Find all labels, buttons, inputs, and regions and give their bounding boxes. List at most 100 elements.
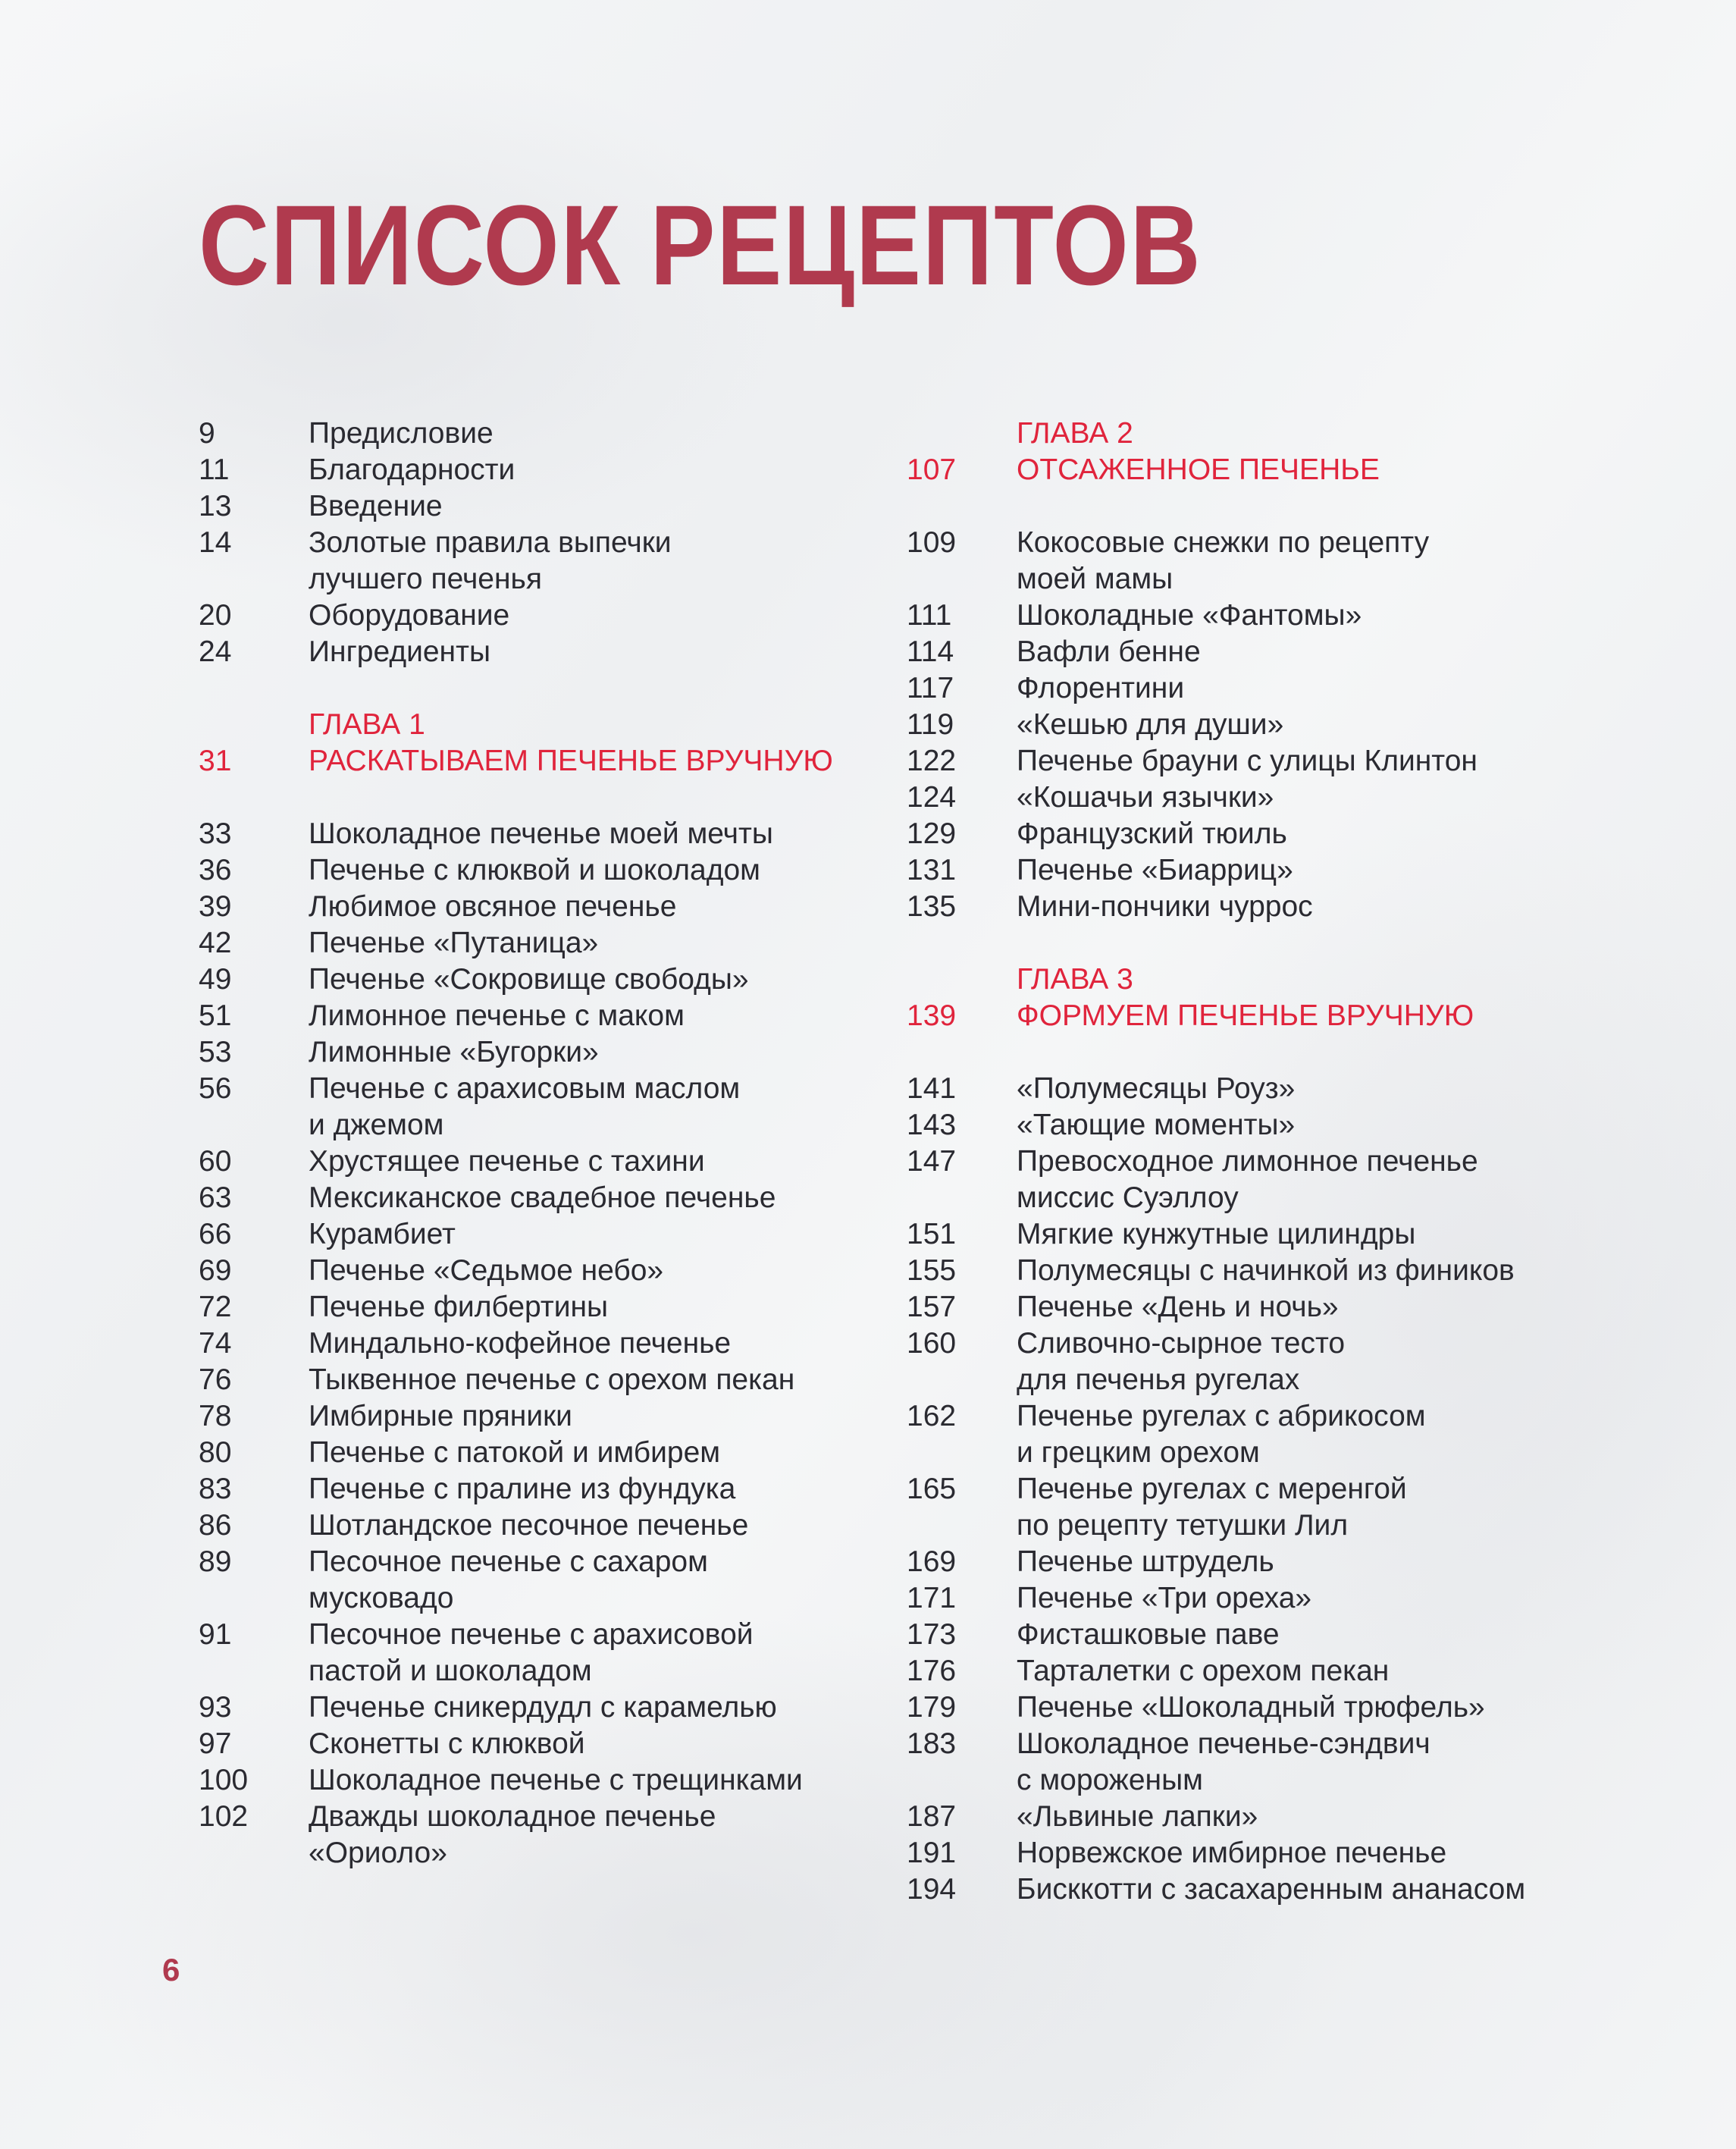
page-number-ref: 147 (907, 1145, 957, 1178)
entry-title: Мини-пончики чуррос (1017, 890, 1313, 923)
entry-title: Печенье «Биарриц» (1017, 854, 1293, 886)
page-number-ref: 72 (199, 1291, 232, 1323)
entry-title: «Львиные лапки» (1017, 1800, 1258, 1833)
entry-title: пастой и шоколадом (309, 1655, 592, 1687)
entry-title: Шоколадное печенье моей мечты (309, 817, 773, 850)
entry-title: Печенье «Сокровище свободы» (309, 963, 749, 996)
page-number-ref: 91 (199, 1618, 232, 1651)
page-number-ref: 60 (199, 1145, 232, 1178)
page-number-ref: 109 (907, 526, 957, 559)
page-number-ref: 49 (199, 963, 232, 996)
chapter-title: ФОРМУЕМ ПЕЧЕНЬЕ ВРУЧНУЮ (1017, 999, 1474, 1032)
entry-title: Бисккотти с засахаренным ананасом (1017, 1873, 1526, 1906)
page-number-ref: 69 (199, 1254, 232, 1287)
page-number-ref: 33 (199, 817, 232, 850)
entry-title: Шоколадное печенье с трещинками (309, 1764, 803, 1796)
page-number-ref: 86 (199, 1509, 232, 1542)
entry-title: Сливочно-сырное тесто (1017, 1327, 1346, 1360)
page-number-ref: 171 (907, 1582, 957, 1614)
page-number-ref: 173 (907, 1618, 957, 1651)
entry-title: с мороженым (1017, 1764, 1203, 1796)
page-number-ref: 89 (199, 1545, 232, 1578)
chapter-label: ГЛАВА 3 (1017, 963, 1133, 996)
entry-title: Курамбиет (309, 1218, 456, 1250)
entry-title: Сконетты с клюквой (309, 1727, 585, 1760)
page-number-ref: 63 (199, 1181, 232, 1214)
entry-title: для печенья ругелах (1017, 1363, 1300, 1396)
entry-title: Предисловие (309, 417, 494, 450)
entry-title: Фисташковые паве (1017, 1618, 1280, 1651)
page-number-ref: 124 (907, 781, 957, 814)
page-number-ref: 176 (907, 1655, 957, 1687)
page-number-ref: 24 (199, 635, 232, 668)
page-number-ref: 13 (199, 490, 232, 522)
page-number-ref: 117 (907, 672, 954, 704)
page-number-ref: 51 (199, 999, 232, 1032)
entry-title: Кокосовые снежки по рецепту (1017, 526, 1430, 559)
entry-title: Французский тюиль (1017, 817, 1287, 850)
page-number-ref: 56 (199, 1072, 232, 1105)
entry-title: Печенье штрудель (1017, 1545, 1274, 1578)
page-number-ref: 14 (199, 526, 232, 559)
page-number-ref: 155 (907, 1254, 957, 1287)
entry-title: Печенье «Путаница» (309, 927, 599, 959)
page-number-ref: 53 (199, 1036, 232, 1068)
entry-title: Хрустящее печенье с тахини (309, 1145, 705, 1178)
entry-title: миссис Суэллоу (1017, 1181, 1239, 1214)
page-number-ref: 191 (907, 1837, 957, 1869)
page-number-ref: 83 (199, 1473, 232, 1505)
entry-title: Песочное печенье с арахисовой (309, 1618, 754, 1651)
page-number-ref: 107 (907, 453, 957, 486)
entry-title: Тарталетки с орехом пекан (1017, 1655, 1390, 1687)
entry-title: Печенье ругелах с меренгой (1017, 1473, 1407, 1505)
entry-title: Печенье филбертины (309, 1291, 609, 1323)
chapter-label: ГЛАВА 2 (1017, 417, 1133, 450)
entry-title: Печенье «Седьмое небо» (309, 1254, 664, 1287)
page-number-ref: 114 (907, 635, 954, 668)
entry-title: Печенье «Три ореха» (1017, 1582, 1312, 1614)
page-number-ref: 135 (907, 890, 957, 923)
page-number-ref: 157 (907, 1291, 957, 1323)
entry-title: Шоколадные «Фантомы» (1017, 599, 1362, 632)
page-number-ref: 9 (199, 417, 215, 450)
entry-title: Печенье с пралине из фундука (309, 1473, 736, 1505)
entry-title: Норвежское имбирное печенье (1017, 1837, 1447, 1869)
entry-title: Шотландское песочное печенье (309, 1509, 749, 1542)
page-number-ref: 139 (907, 999, 957, 1032)
entry-title: Тыквенное печенье с орехом пекан (309, 1363, 795, 1396)
entry-title: «Ориоло» (309, 1837, 447, 1869)
entry-title: лучшего печенья (309, 563, 542, 595)
page-number-ref: 36 (199, 854, 232, 886)
page-number-ref: 129 (907, 817, 957, 850)
page-number-ref: 165 (907, 1473, 957, 1505)
page-number-ref: 179 (907, 1691, 957, 1724)
entry-title: Миндально-кофейное печенье (309, 1327, 732, 1360)
entry-title: Полумесяцы с начинкой из фиников (1017, 1254, 1515, 1287)
page-number-ref: 141 (907, 1072, 957, 1105)
entry-title: Песочное печенье с сахаром (309, 1545, 708, 1578)
page-number-ref: 169 (907, 1545, 957, 1578)
page-number-ref: 66 (199, 1218, 232, 1250)
page-number: 6 (162, 1952, 180, 1987)
entry-title: по рецепту тетушки Лил (1017, 1509, 1349, 1542)
entry-title: Золотые правила выпечки (309, 526, 672, 559)
page-number-ref: 31 (199, 745, 232, 777)
entry-title: Печенье с арахисовым маслом (309, 1072, 741, 1105)
page-number-ref: 97 (199, 1727, 232, 1760)
chapter-label: ГЛАВА 1 (309, 708, 425, 741)
page-number-ref: 160 (907, 1327, 957, 1360)
page-number-ref: 20 (199, 599, 232, 632)
page-number-ref: 194 (907, 1873, 957, 1906)
entry-title: Введение (309, 490, 443, 522)
entry-title: Имбирные пряники (309, 1400, 572, 1432)
page-number-ref: 162 (907, 1400, 957, 1432)
page-number-ref: 151 (907, 1218, 957, 1250)
entry-title: Благодарности (309, 453, 515, 486)
entry-title: Лимонные «Бугорки» (309, 1036, 599, 1068)
entry-title: Любимое овсяное печенье (309, 890, 677, 923)
entry-title: мусковадо (309, 1582, 454, 1614)
entry-title: Шоколадное печенье-сэндвич (1017, 1727, 1430, 1760)
page-number-ref: 183 (907, 1727, 957, 1760)
entry-title: и джемом (309, 1109, 444, 1141)
page-number-ref: 119 (907, 708, 954, 741)
